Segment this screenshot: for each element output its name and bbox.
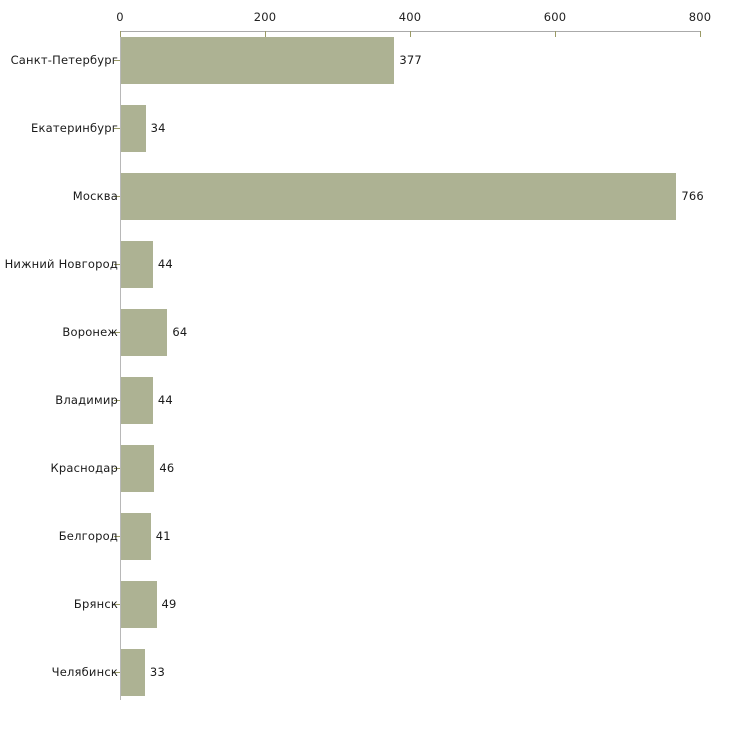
bar-value-label: 41 [155, 529, 171, 543]
category-label: Москва [72, 189, 118, 203]
x-axis-tick [700, 31, 701, 37]
y-axis-tick [114, 468, 120, 469]
x-axis-tick-label: 0 [116, 10, 124, 24]
bar[interactable] [121, 36, 395, 84]
y-axis-tick [114, 604, 120, 605]
bar[interactable] [121, 104, 146, 152]
bar-value-label: 44 [157, 393, 173, 407]
bar-value-label: 33 [149, 665, 165, 679]
category-label: Санкт-Петербург [10, 53, 118, 67]
category-label: Челябинск [51, 665, 118, 679]
y-axis-tick [114, 264, 120, 265]
y-axis-tick [114, 196, 120, 197]
bar[interactable] [121, 240, 153, 288]
x-axis-tick [265, 31, 266, 37]
bar[interactable] [121, 648, 145, 696]
y-axis-tick [114, 128, 120, 129]
x-axis-tick-label: 600 [543, 10, 567, 24]
bar[interactable] [121, 580, 157, 628]
bar[interactable] [121, 444, 155, 492]
x-axis-tick [555, 31, 556, 37]
category-label: Владимир [55, 393, 118, 407]
x-axis-tick [410, 31, 411, 37]
bar[interactable] [121, 308, 168, 356]
y-axis-tick [114, 332, 120, 333]
x-axis-tick-label: 200 [253, 10, 277, 24]
category-label: Екатеринбург [31, 121, 118, 135]
bar-value-label: 46 [159, 461, 175, 475]
bar[interactable] [121, 172, 677, 220]
bar-value-label: 34 [150, 121, 166, 135]
bar-value-label: 377 [399, 53, 422, 67]
category-label: Нижний Новгород [4, 257, 118, 271]
bar-value-label: 64 [172, 325, 188, 339]
bar-value-label: 44 [157, 257, 173, 271]
category-label: Брянск [73, 597, 118, 611]
category-label: Воронеж [62, 325, 118, 339]
x-axis-tick-label: 400 [398, 10, 422, 24]
bar[interactable] [121, 512, 151, 560]
y-axis-tick [114, 536, 120, 537]
y-axis-tick [114, 672, 120, 673]
y-axis-tick [114, 400, 120, 401]
x-axis-tick-label: 800 [688, 10, 712, 24]
x-axis-tick [120, 31, 121, 37]
category-label: Краснодар [50, 461, 118, 475]
bar-value-label: 49 [161, 597, 177, 611]
bar[interactable] [121, 376, 153, 424]
bar-value-label: 766 [681, 189, 704, 203]
y-axis-line [120, 31, 121, 700]
y-axis-tick [114, 60, 120, 61]
category-label: Белгород [58, 529, 118, 543]
